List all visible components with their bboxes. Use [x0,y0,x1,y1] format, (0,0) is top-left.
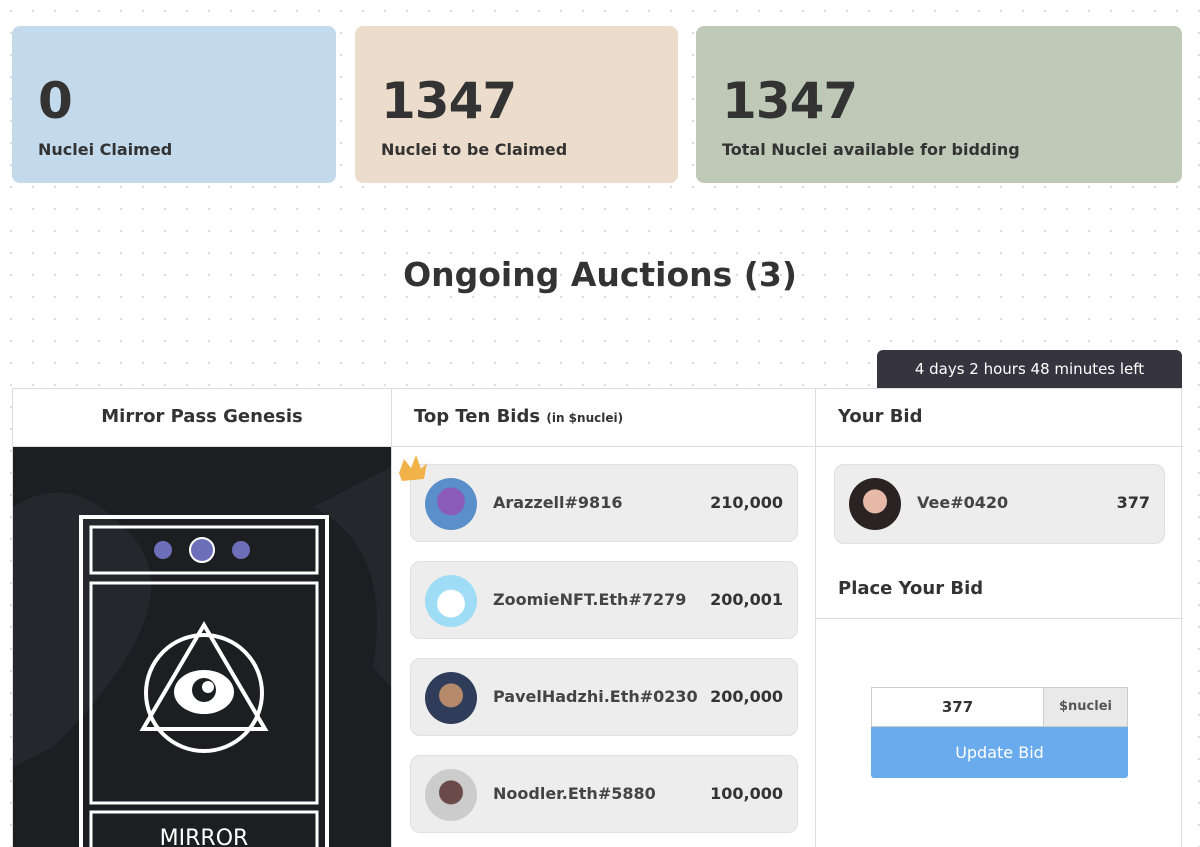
stat-value: 0 [38,72,73,130]
card-text: MIRROR [160,826,249,847]
bid-amount: 200,001 [710,590,783,609]
bids-unit: (in $nuclei) [546,411,624,425]
time-left: 4 days 2 hours 48 minutes left [877,350,1182,388]
stat-value: 1347 [722,72,858,130]
stat-card: 0 Nuclei Claimed [12,26,336,183]
avatar [425,672,477,724]
item-title: Mirror Pass Genesis [13,389,391,447]
avatar [425,769,477,821]
your-bid-row: Vee#0420 377 [834,464,1165,544]
bidder-name: Arazzell#9816 [493,493,623,512]
bid-row[interactable]: ZoomieNFT.Eth#7279 200,001 [410,561,798,639]
bidder-name: ZoomieNFT.Eth#7279 [493,590,687,609]
bid-row[interactable]: Arazzell#9816 210,000 [410,464,798,542]
bid-amount: 200,000 [710,687,783,706]
stat-card: 1347 Total Nuclei available for bidding [696,26,1182,183]
bids-title: Top Ten Bids [414,406,541,427]
avatar [425,575,477,627]
avatar [425,478,477,530]
bid-amount: 210,000 [710,493,783,512]
bid-row[interactable]: PavelHadzhi.Eth#0230 200,000 [410,658,798,736]
bid-amount: 377 [1116,493,1150,512]
stat-value: 1347 [381,72,517,130]
stat-label: Nuclei Claimed [38,140,173,159]
stat-card: 1347 Nuclei to be Claimed [355,26,678,183]
update-bid-button[interactable]: Update Bid [871,727,1128,778]
bids-column: Top Ten Bids (in $nuclei) Arazzell#9816 2… [392,389,816,847]
item-column: Mirror Pass Genesis MIRROR [13,389,392,847]
item-image: MIRROR [13,447,391,847]
bid-input[interactable]: 377 [941,698,974,716]
bids-header: Top Ten Bids (in $nuclei) [392,389,815,447]
bid-amount: 100,000 [710,784,783,803]
stat-label: Nuclei to be Claimed [381,140,568,159]
auction-panel: Mirror Pass Genesis MIRROR Top Ten Bids … [12,388,1183,847]
bidder-name: Noodler.Eth#5880 [493,784,656,803]
place-bid-title: Place Your Bid [816,561,1183,619]
bid-input-group: 377 $nuclei [871,687,1128,727]
section-title: Ongoing Auctions (3) [403,255,797,294]
avatar [849,478,901,530]
your-bid-title: Your Bid [816,389,1183,447]
your-bid-column: Your Bid Vee#0420 377 Place Your Bid 377… [816,389,1183,847]
stat-label: Total Nuclei available for bidding [722,140,1020,159]
bid-row[interactable]: Noodler.Eth#5880 100,000 [410,755,798,833]
bidder-name: PavelHadzhi.Eth#0230 [493,687,698,706]
crown-icon [399,455,427,481]
bid-unit: $nuclei [1043,688,1127,726]
bidder-name: Vee#0420 [917,493,1009,512]
